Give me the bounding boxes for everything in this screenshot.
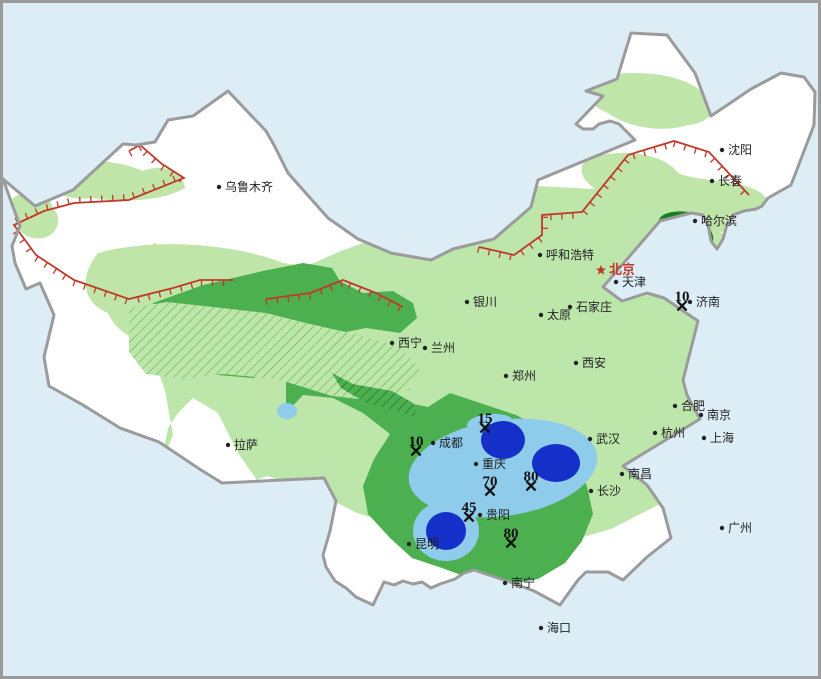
svg-text:昆明: 昆明 <box>415 535 439 552</box>
svg-text:太原: 太原 <box>547 306 571 323</box>
svg-text:上海: 上海 <box>710 429 734 446</box>
svg-text:✕: ✕ <box>675 297 689 316</box>
svg-text:✕: ✕ <box>483 482 497 501</box>
svg-text:哈尔滨: 哈尔滨 <box>701 212 737 229</box>
svg-text:贵阳: 贵阳 <box>486 506 510 523</box>
svg-text:西宁: 西宁 <box>398 334 422 351</box>
svg-text:呼和浩特: 呼和浩特 <box>546 246 594 263</box>
svg-text:成都: 成都 <box>439 434 463 451</box>
svg-text:长沙: 长沙 <box>597 482 621 499</box>
svg-text:南宁: 南宁 <box>511 574 535 591</box>
svg-text:✕: ✕ <box>478 419 492 438</box>
svg-text:天津: 天津 <box>622 273 646 290</box>
svg-text:重庆: 重庆 <box>482 455 506 472</box>
svg-text:海口: 海口 <box>547 619 571 636</box>
svg-text:郑州: 郑州 <box>512 367 536 384</box>
svg-text:拉萨: 拉萨 <box>234 436 258 453</box>
svg-text:南京: 南京 <box>707 406 731 423</box>
svg-text:合肥: 合肥 <box>681 397 705 414</box>
svg-text:银川: 银川 <box>473 293 497 310</box>
svg-text:杭州: 杭州 <box>661 424 685 441</box>
svg-text:武汉: 武汉 <box>596 430 620 447</box>
svg-text:长春: 长春 <box>718 172 742 189</box>
svg-text:✕: ✕ <box>504 534 518 553</box>
svg-text:石家庄: 石家庄 <box>576 298 612 315</box>
svg-text:兰州: 兰州 <box>431 339 455 356</box>
svg-text:✕: ✕ <box>524 477 538 496</box>
svg-text:乌鲁木齐: 乌鲁木齐 <box>225 178 273 195</box>
svg-text:西安: 西安 <box>582 354 606 371</box>
svg-text:广州: 广州 <box>728 519 752 536</box>
svg-text:南昌: 南昌 <box>628 465 652 482</box>
svg-text:✕: ✕ <box>462 508 476 527</box>
svg-text:沈阳: 沈阳 <box>728 141 752 158</box>
svg-text:济南: 济南 <box>696 293 720 310</box>
svg-text:✕: ✕ <box>409 442 423 461</box>
